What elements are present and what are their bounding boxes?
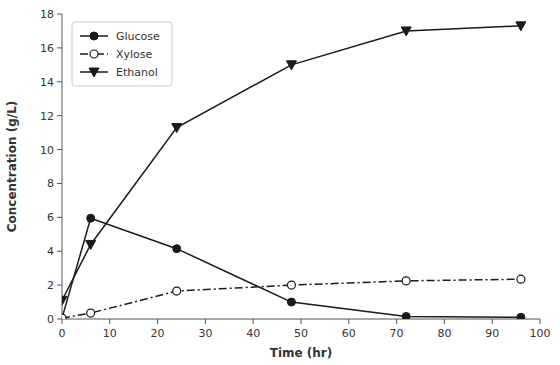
x-tick: [62, 319, 63, 324]
data-point: [62, 314, 66, 319]
legend-box: [72, 22, 172, 86]
x-tick: [492, 319, 493, 324]
x-tick-label: 60: [342, 327, 356, 340]
y-tick: [57, 149, 62, 150]
x-axis-label: Time (hr): [270, 346, 333, 360]
y-axis-label: Concentration (g/L): [5, 101, 19, 233]
data-point: [286, 61, 296, 70]
y-tick: [57, 47, 62, 48]
background: [0, 0, 560, 365]
data-point: [86, 240, 96, 249]
x-tick: [157, 319, 158, 324]
legend-marker: [90, 50, 98, 58]
y-tick-label: 12: [40, 110, 54, 123]
x-tick-label: 30: [198, 327, 212, 340]
chart: 0 10 20 30 40 50 60 70 80 90 100 0 2 4 6 8 10 12 14 16 18 Tim…: [0, 0, 560, 365]
y-tick: [57, 217, 62, 218]
data-point: [173, 287, 181, 295]
data-point: [172, 124, 182, 133]
data-point: [87, 214, 95, 222]
data-point: [402, 312, 410, 319]
x-tick-label: 10: [103, 327, 117, 340]
y-tick-label: 8: [47, 177, 54, 190]
x-tick-label: 20: [151, 327, 165, 340]
x-tick-label: 40: [246, 327, 260, 340]
y-tick: [57, 319, 62, 320]
y-tick-label: 18: [40, 8, 54, 21]
y-tick-label: 2: [47, 279, 54, 292]
legend: Glucose Xylose Ethanol: [72, 22, 172, 86]
y-tick-label: 16: [40, 42, 54, 55]
y-tick-label: 10: [40, 144, 54, 157]
x-tick-label: 90: [485, 327, 499, 340]
data-point: [62, 296, 67, 305]
data-point: [517, 275, 525, 283]
x-tick: [109, 319, 110, 324]
legend-marker: [90, 32, 98, 40]
x-tick: [253, 319, 254, 324]
x-tick-label: 70: [390, 327, 404, 340]
x-tick-label: 100: [530, 327, 551, 340]
x-tick-label: 0: [59, 327, 66, 340]
x-tick: [444, 319, 445, 324]
data-point: [173, 245, 181, 253]
y-axis-line: [62, 14, 63, 319]
data-point: [516, 22, 526, 31]
y-tick: [57, 14, 62, 15]
x-tick-label: 50: [294, 327, 308, 340]
data-point: [401, 27, 411, 36]
legend-label: Glucose: [116, 30, 160, 43]
x-tick: [396, 319, 397, 324]
x-tick: [348, 319, 349, 324]
y-tick-label: 14: [40, 76, 54, 89]
x-tick: [540, 319, 541, 324]
legend-marker: [89, 68, 99, 77]
y-tick: [57, 251, 62, 252]
series-line: [62, 279, 521, 318]
plot-area: [62, 22, 526, 319]
y-tick-label: 4: [47, 245, 54, 258]
y-tick-label: 6: [47, 211, 54, 224]
x-tick-label: 80: [437, 327, 451, 340]
legend-label: Ethanol: [116, 66, 158, 79]
x-tick: [205, 319, 206, 324]
x-tick: [301, 319, 302, 324]
data-point: [287, 281, 295, 289]
y-tick: [57, 285, 62, 286]
data-point: [402, 277, 410, 285]
y-tick: [57, 115, 62, 116]
legend-label: Xylose: [116, 48, 153, 61]
data-point: [287, 298, 295, 306]
data-point: [87, 309, 95, 317]
y-tick: [57, 183, 62, 184]
data-point: [517, 313, 525, 319]
series-line: [62, 218, 521, 318]
series-line: [62, 26, 521, 301]
y-tick-label: 0: [47, 313, 54, 326]
data-point: [62, 314, 66, 319]
y-tick: [57, 81, 62, 82]
